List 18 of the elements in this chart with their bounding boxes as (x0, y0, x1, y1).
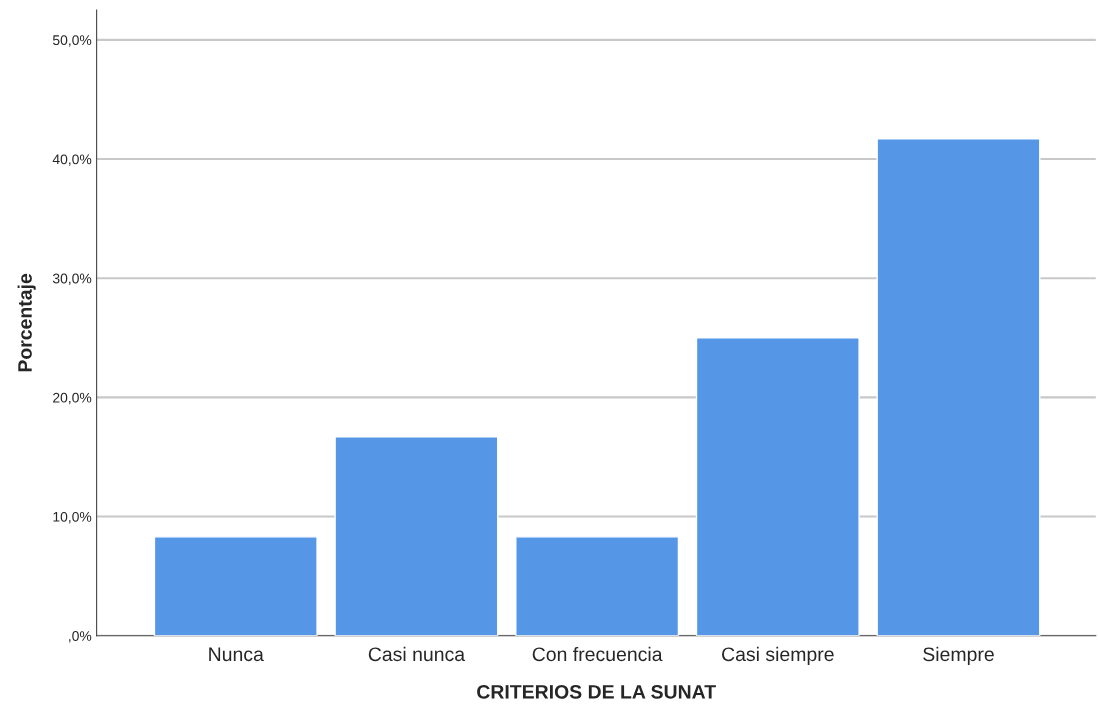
x-tick-label: Nunca (209, 647, 264, 662)
bar (876, 138, 1041, 636)
x-tick-label: Siempre (923, 646, 994, 665)
x-axis-title: CRITERIOS DE LA SUNAT (477, 684, 716, 699)
y-tick-label: 10,0% (53, 511, 92, 524)
y-tick-label: 40,0% (52, 154, 92, 166)
bar (153, 536, 318, 636)
bar (334, 436, 499, 636)
y-tick-label: 30,0% (52, 273, 92, 286)
y-tick-label: 50,0% (52, 35, 92, 47)
bar (695, 337, 860, 636)
x-tick-label: Casi siempre (722, 646, 834, 665)
x-tick-label: Con frecuencia (532, 646, 663, 662)
bar (515, 536, 680, 636)
y-axis-title: Porcentaje (17, 273, 36, 372)
y-tick-label: 20,0% (53, 392, 92, 405)
y-tick-label: ,0% (69, 631, 92, 643)
x-tick-label: Casi nunca (368, 646, 466, 662)
